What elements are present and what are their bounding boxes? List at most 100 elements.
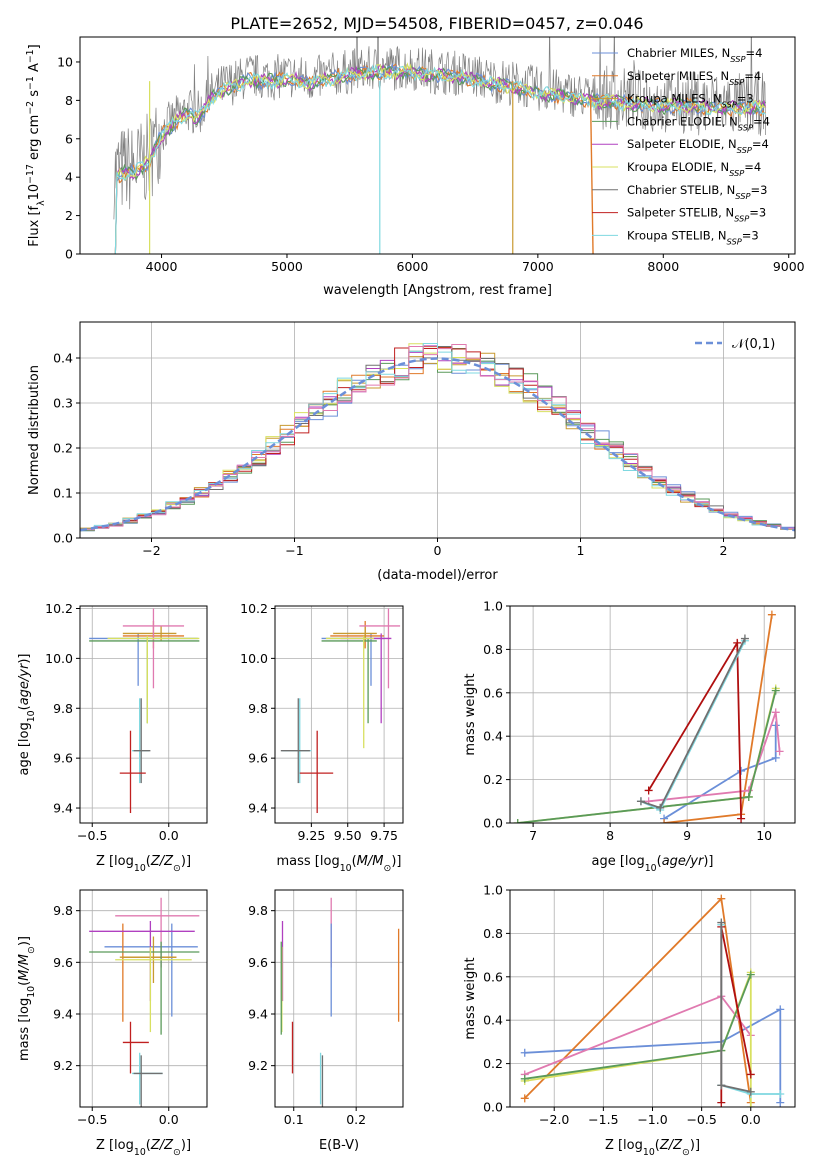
weight-marker — [746, 1070, 755, 1079]
y-tick-label: 0.3 — [53, 396, 73, 411]
weight-marker — [717, 1098, 726, 1107]
weight-marker — [776, 1098, 785, 1107]
x-tick-label: 9000 — [773, 259, 805, 274]
x-tick-label: 0.1 — [284, 1112, 304, 1127]
y-tick-label: 10.2 — [240, 601, 268, 616]
weight-marker — [636, 797, 645, 806]
x-tick-label: 0.0 — [159, 828, 179, 843]
weight-marker — [660, 819, 669, 823]
weight-marker — [717, 918, 726, 927]
histogram-step — [80, 343, 795, 530]
weight-marker — [644, 786, 653, 795]
y-axis-label: mass weight — [463, 673, 478, 755]
plot-area — [280, 897, 400, 1107]
x-tick-label: −1.0 — [637, 1112, 667, 1127]
weight-line — [663, 614, 773, 823]
x-tick-label: −2 — [142, 543, 160, 558]
y-tick-label: 0.6 — [483, 969, 503, 984]
x-axis-label: Z [log10(Z/Z⊙)] — [96, 854, 191, 874]
weight-marker — [717, 894, 726, 903]
y-tick-label: 0.1 — [53, 486, 73, 501]
weight-marker — [771, 708, 780, 717]
panel-age_vs_mass: 9.25 9.50 9.75 9.4 9.6 9.8 10.0 10.2 mass [log10… — [240, 601, 404, 874]
y-tick-label: 1.0 — [483, 883, 503, 898]
y-tick-label: 10 — [57, 54, 73, 69]
x-tick-label: 9.25 — [297, 828, 325, 843]
plot-area — [113, 37, 767, 254]
panel-spectrum: 4000 5000 6000 7000 8000 9000 0 2 4 6 8 10 Chabrier … — [25, 36, 805, 298]
weight-marker — [740, 634, 749, 643]
weight-line — [648, 712, 781, 803]
x-axis-label: mass [log10(M/M⊙)] — [277, 854, 402, 874]
x-tick-label: 10 — [756, 828, 772, 843]
weight-marker — [746, 1103, 755, 1107]
weight-marker — [733, 638, 742, 647]
panel-residuals: −2 −1 0 1 2 0.0 0.1 0.2 0.3 0.4 𝒩(0,1) (data-model)… — [27, 321, 796, 583]
legend-entry: Kroupa STELIB, NSSP=3 — [627, 228, 759, 246]
weight-marker — [737, 766, 746, 775]
legend-entry: Chabrier MILES, NSSP=4 — [627, 46, 762, 64]
legend-entry: Kroupa ELODIE, NSSP=4 — [627, 160, 761, 178]
panels: 4000 5000 6000 7000 8000 90000246810Chabrier … — [17, 36, 805, 1158]
x-tick-label: 6000 — [397, 259, 429, 274]
plot-area — [513, 610, 784, 823]
plot-area — [280, 608, 401, 814]
legend-entry: 𝒩(0,1) — [732, 337, 775, 352]
x-axis-label: (data-model)/error — [377, 568, 498, 583]
x-tick-label: −2.0 — [539, 1112, 569, 1127]
y-tick-label: 10.0 — [45, 651, 73, 666]
y-tick-label: 9.8 — [248, 903, 268, 918]
weight-marker — [771, 686, 780, 695]
y-tick-label: 0.0 — [483, 816, 503, 831]
weight-marker — [775, 747, 784, 756]
x-tick-label: 0 — [434, 543, 442, 558]
axes-frame — [509, 605, 796, 824]
y-tick-label: 10.2 — [45, 601, 73, 616]
y-tick-label: 1.0 — [483, 599, 503, 614]
y-tick-label: 0.2 — [483, 1056, 503, 1071]
x-tick-label: 7000 — [522, 259, 554, 274]
weight-line — [524, 972, 752, 1107]
x-tick-label: 1 — [577, 543, 585, 558]
y-tick-label: 9.6 — [53, 955, 73, 970]
y-tick-label: 2 — [65, 208, 73, 223]
x-axis-label: wavelength [Angstrom, rest frame] — [323, 283, 552, 298]
y-tick-label: 4 — [65, 170, 73, 185]
y-tick-label: 9.8 — [53, 903, 73, 918]
x-tick-label: −1.5 — [588, 1112, 618, 1127]
x-tick-label: −0.5 — [77, 1112, 107, 1127]
weight-marker — [520, 1094, 529, 1103]
axes-frame — [274, 889, 404, 1108]
y-tick-label: 8 — [65, 93, 73, 108]
x-tick-label: 0.2 — [346, 1112, 366, 1127]
weight-marker — [771, 721, 780, 730]
weight-marker — [771, 753, 780, 762]
x-tick-label: −0.5 — [77, 828, 107, 843]
y-axis-label: mass [log10(M/M⊙)] — [17, 936, 37, 1061]
y-axis-label: Normed distribution — [27, 365, 42, 495]
gaussian-curve — [80, 357, 795, 532]
weight-marker — [776, 1089, 785, 1098]
y-tick-label: 9.4 — [248, 801, 268, 816]
x-axis-label: E(B-V) — [319, 1138, 359, 1153]
axes-frame — [79, 605, 208, 824]
panel-mass_vs_Z: −0.5 0.0 9.2 9.4 9.6 9.8 Z [log10(Z/Z⊙)] mass [… — [17, 889, 208, 1158]
figure-title: PLATE=2652, MJD=54508, FIBERID=0457, z=0… — [230, 14, 643, 33]
x-tick-label: 9.75 — [370, 828, 398, 843]
axes-frame — [79, 36, 796, 255]
legend-entry: Kroupa MILES, NSSP=3 — [627, 92, 754, 110]
spectrum-mask-line — [589, 96, 594, 254]
x-tick-label: 4000 — [146, 259, 178, 274]
y-tick-label: 9.4 — [53, 801, 73, 816]
y-tick-label: 9.6 — [248, 751, 268, 766]
axes-frame — [79, 889, 208, 1108]
y-tick-label: 0.4 — [483, 1013, 503, 1028]
panel-mass_weight_vs_age: 7 8 9 10 0.0 0.2 0.4 0.6 0.8 1.0 age [log10(age/yr… — [463, 599, 796, 874]
x-tick-label: 0.0 — [159, 1112, 179, 1127]
weight-marker — [520, 1074, 529, 1083]
x-tick-label: 5000 — [271, 259, 303, 274]
weight-marker — [656, 803, 665, 812]
y-tick-label: 9.4 — [248, 1007, 268, 1022]
x-tick-label: 9 — [683, 828, 691, 843]
